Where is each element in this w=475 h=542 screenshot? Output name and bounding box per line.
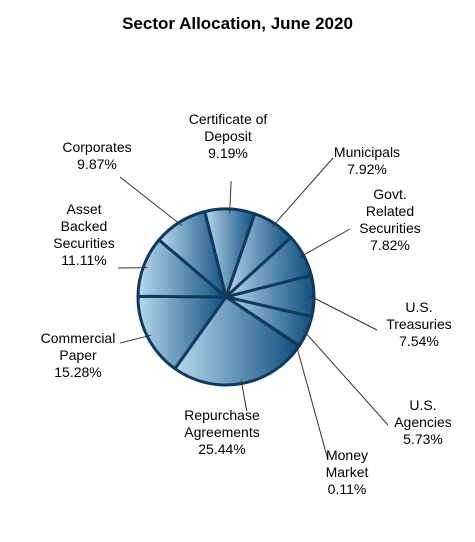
leader-line-7 bbox=[119, 334, 152, 344]
leader-line-1 bbox=[271, 157, 334, 228]
slice-label-0: Certificate of Deposit 9.19% bbox=[189, 111, 268, 161]
slice-label-7: Commercial Paper 15.28% bbox=[41, 330, 116, 380]
leader-line-9 bbox=[119, 176, 183, 226]
leader-line-4 bbox=[302, 329, 389, 426]
leader-line-5 bbox=[295, 343, 329, 461]
slice-label-1: Municipals 7.92% bbox=[334, 144, 400, 177]
pie-slice-7 bbox=[136, 294, 228, 371]
leader-line-0 bbox=[229, 181, 232, 214]
pie-slice-9 bbox=[157, 210, 228, 299]
chart-title: Sector Allocation, June 2020 bbox=[122, 14, 353, 33]
slice-label-4: U.S. Agencies 5.73% bbox=[394, 397, 452, 447]
leader-line-2 bbox=[299, 228, 351, 258]
slice-label-2: Govt. Related Securities 7.82% bbox=[359, 186, 420, 253]
slice-label-5: Money Market 0.11% bbox=[326, 447, 369, 497]
slice-label-3: U.S. Treasuries 7.54% bbox=[386, 299, 452, 349]
leader-line-3 bbox=[309, 295, 378, 331]
slice-label-8: Asset Backed Securities 11.11% bbox=[53, 201, 114, 268]
slice-label-6: Repurchase Agreements 25.44% bbox=[184, 407, 260, 457]
slice-label-9: Corporates 9.87% bbox=[62, 139, 131, 172]
leader-line-6 bbox=[240, 379, 248, 412]
